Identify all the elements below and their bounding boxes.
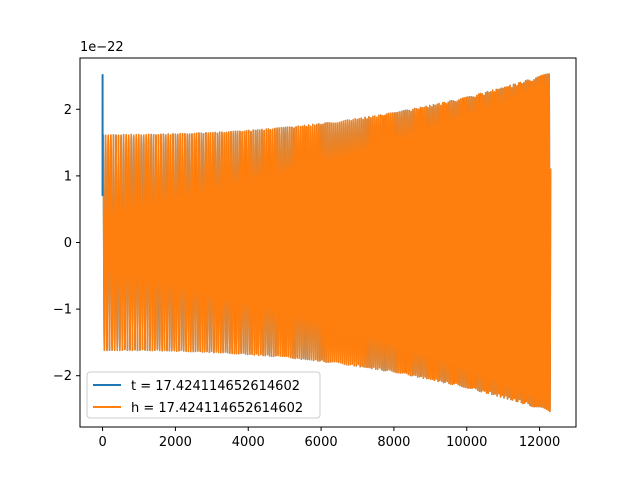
y-tick-label: 2 (64, 103, 72, 118)
y-tick-label: −2 (53, 369, 72, 384)
y-tick-label: −1 (53, 303, 72, 318)
x-tick-label: 0 (98, 435, 106, 450)
x-tick-label: 4000 (232, 435, 265, 450)
plot-area (101, 73, 552, 413)
legend-label-h: h = 17.424114652614602 (131, 401, 303, 416)
legend-box (86, 371, 321, 419)
legend-label-t: t = 17.424114652614602 (131, 379, 300, 394)
x-tick-label: 6000 (305, 435, 338, 450)
y-tick-label: 0 (64, 236, 72, 251)
x-tick-label: 2000 (159, 435, 192, 450)
series-line-h (101, 73, 552, 413)
x-axis-ticks: 0 2000 4000 6000 8000 10000 12000 (98, 427, 560, 450)
y-offset-label: 1e−22 (80, 40, 124, 55)
x-tick-label: 12000 (519, 435, 560, 450)
legend: t = 17.424114652614602 h = 17.4241146526… (86, 371, 321, 419)
y-axis-ticks: −2 −1 0 1 2 (53, 103, 80, 384)
y-tick-label: 1 (64, 169, 72, 184)
x-tick-label: 8000 (377, 435, 410, 450)
x-tick-label: 10000 (446, 435, 487, 450)
series-layer (101, 73, 552, 413)
